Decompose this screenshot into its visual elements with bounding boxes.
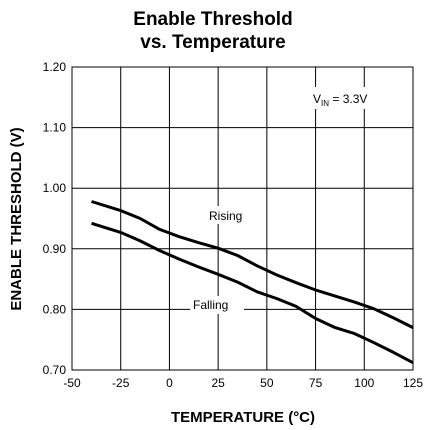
chart-title-line-2: vs. Temperature xyxy=(140,32,286,53)
x-tick-label: 25 xyxy=(211,376,225,390)
x-tick-label: 100 xyxy=(354,376,374,390)
y-axis-label: ENABLE THRESHOLD (V) xyxy=(8,127,25,310)
y-tick-labels: 0.70 0.80 0.90 1.00 1.10 1.20 xyxy=(43,60,67,377)
x-tick-labels: -50 -25 0 25 50 75 100 125 xyxy=(63,376,423,390)
y-tick-label: 0.90 xyxy=(43,242,67,256)
series-layer xyxy=(91,200,414,365)
condition-suffix: = 3.3V xyxy=(329,92,367,106)
falling-label: Falling xyxy=(193,298,228,312)
y-tick-label: 1.20 xyxy=(43,60,67,74)
x-tick-label: -50 xyxy=(63,376,81,390)
condition-label: VIN = 3.3V xyxy=(313,92,367,108)
x-tick-label: 50 xyxy=(260,376,274,390)
x-axis-label: TEMPERATURE (°C) xyxy=(171,409,315,426)
series-line-rising xyxy=(91,200,414,329)
condition-prefix: V xyxy=(313,92,321,106)
rising-label: Rising xyxy=(209,209,242,223)
y-tick-label: 0.80 xyxy=(43,302,67,316)
condition-subscript: IN xyxy=(321,99,329,108)
y-tick-label: 1.10 xyxy=(43,121,67,135)
x-tick-label: 0 xyxy=(166,376,173,390)
chart-title: Enable Threshold vs. Temperature xyxy=(0,8,426,54)
y-tick-label: 0.70 xyxy=(43,363,67,377)
plot-frame xyxy=(71,66,414,371)
x-tick-label: -25 xyxy=(112,376,130,390)
rising-label-bg xyxy=(203,206,255,224)
series-line-falling xyxy=(91,221,414,365)
y-tick-label: 1.00 xyxy=(43,181,67,195)
condition-label-bg xyxy=(306,87,404,109)
chart-title-line-1: Enable Threshold xyxy=(133,9,293,30)
falling-label-bg xyxy=(190,296,244,314)
x-tick-label: 125 xyxy=(403,376,423,390)
x-tick-label: 75 xyxy=(309,376,323,390)
